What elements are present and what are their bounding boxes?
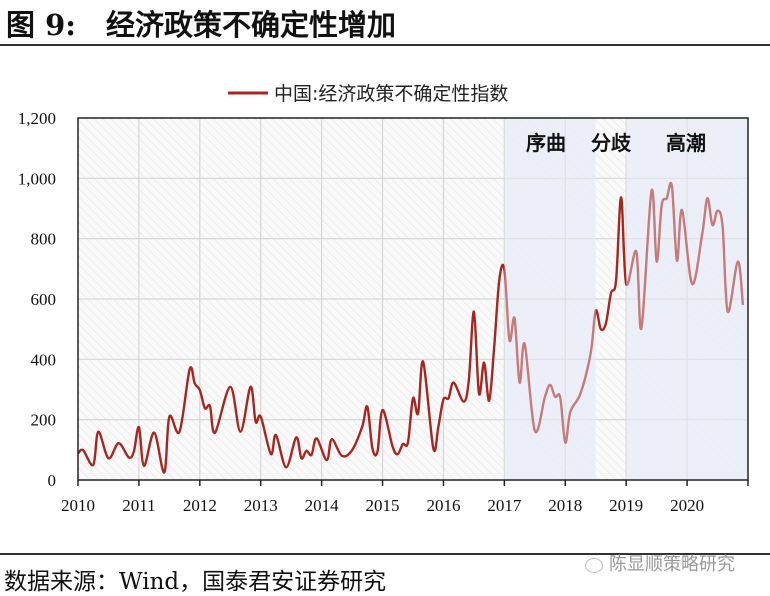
shaded-period-overlay-0 — [504, 118, 596, 480]
data-source: 数据来源：Wind，国泰君安证券研究 — [4, 569, 387, 595]
watermark: 陈显顺策略研究 — [585, 550, 735, 576]
y-tick-label: 600 — [31, 290, 57, 309]
x-tick-label: 2020 — [670, 496, 704, 515]
x-tick-label: 2013 — [244, 496, 278, 515]
x-tick-label: 2011 — [122, 496, 155, 515]
x-tick-label: 2017 — [487, 496, 522, 515]
phase-label-prelude: 序曲 — [526, 131, 566, 155]
series-line — [77, 181, 745, 474]
legend: 中国:经济政策不确定性指数 — [228, 83, 508, 105]
phase-annotations: 序曲 分歧 高潮 — [526, 131, 706, 155]
title-divider — [0, 44, 770, 46]
x-tick-label: 2014 — [305, 496, 340, 515]
y-tick-label: 800 — [31, 230, 57, 249]
y-tick-label: 400 — [31, 350, 57, 369]
wechat-icon — [585, 557, 603, 573]
figure-title: 图 9: 经济政策不确定性增加 — [6, 2, 396, 44]
y-tick-label: 1,000 — [18, 169, 56, 188]
figure-title-text: 经济政策不确定性增加 — [106, 8, 397, 42]
y-tick-label: 0 — [48, 471, 57, 490]
phase-label-divergence: 分歧 — [591, 131, 632, 155]
shaded-period-overlay-1 — [626, 118, 748, 480]
x-tick-label: 2016 — [426, 496, 460, 515]
x-tick-label: 2019 — [609, 496, 643, 515]
x-tick-label: 2018 — [548, 496, 582, 515]
plot-frame — [77, 117, 749, 481]
watermark-text: 陈显顺策略研究 — [609, 554, 735, 575]
source-divider — [0, 553, 770, 555]
x-tick-label: 2015 — [366, 496, 400, 515]
figure-label: 图 9: — [6, 8, 76, 42]
legend-label: 中国:经济政策不确定性指数 — [274, 83, 508, 105]
x-tick-label: 2012 — [183, 496, 217, 515]
y-tick-label: 1,200 — [18, 109, 56, 128]
y-tick-label: 200 — [31, 411, 57, 430]
x-tick-label: 2010 — [61, 496, 95, 515]
phase-label-climax: 高潮 — [666, 131, 706, 155]
